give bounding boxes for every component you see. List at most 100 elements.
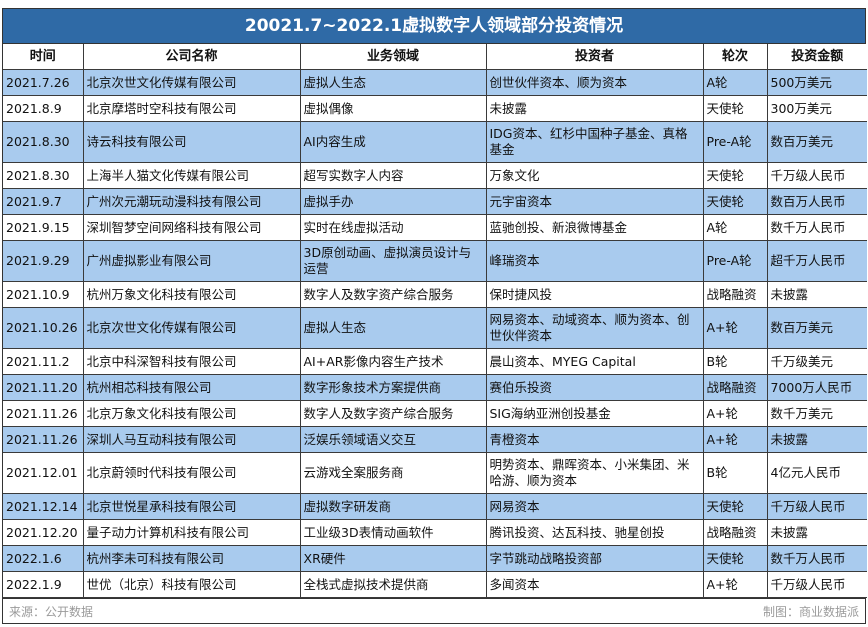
cell-company: 北京次世文化传媒有限公司 — [82, 69, 301, 96]
cell-investors: SIG海纳亚洲创投基金 — [485, 400, 704, 427]
cell-investors: 万象文化 — [485, 162, 704, 189]
credit-note: 制图：商业数据派 — [762, 604, 859, 619]
cell-company: 北京蔚领时代科技有限公司 — [82, 452, 301, 494]
cell-field: 云游戏全案服务商 — [299, 452, 487, 494]
table-row: 2021.11.26 北京万象文化科技有限公司 数字人及数字资产综合服务 SIG海纳亚… — [3, 400, 867, 427]
cell-round: B轮 — [702, 452, 768, 494]
table-row: 2021.10.26 北京次世文化传媒有限公司 虚拟人生态 网易资本、动域资本、顺为资… — [3, 307, 867, 349]
cell-date: 2021.10.26 — [3, 307, 84, 349]
cell-amount: 超千万人民币 — [766, 240, 867, 282]
cell-amount: 千万级人民币 — [766, 493, 867, 520]
cell-investors: 字节跳动战略投资部 — [485, 545, 704, 572]
cell-round: B轮 — [702, 348, 768, 375]
cell-round: 天使轮 — [702, 188, 768, 215]
cell-company: 杭州相芯科技有限公司 — [82, 374, 301, 401]
cell-amount: 数百万美元 — [766, 307, 867, 349]
table-row: 2021.11.20 杭州相芯科技有限公司 数字形象技术方案提供商 赛伯乐投资 战略融资… — [3, 374, 867, 401]
table-row: 2021.9.29 广州虚拟影业有限公司 3D原创动画、虚拟演员设计与运营 峰瑞资本 P… — [3, 240, 867, 282]
cell-date: 2022.1.9 — [3, 571, 84, 598]
investment-table: 时间 公司名称 业务领域 投资者 轮次 投资金额 2021.7.26 北京次世文化… — [3, 44, 867, 598]
cell-date: 2021.12.14 — [3, 493, 84, 520]
cell-field: 虚拟人生态 — [299, 307, 487, 349]
cell-investors: 多闻资本 — [485, 571, 704, 598]
cell-field: 3D原创动画、虚拟演员设计与运营 — [299, 240, 487, 282]
cell-amount: 数千万人民币 — [766, 214, 867, 241]
cell-amount: 未披露 — [766, 519, 867, 546]
cell-investors: 赛伯乐投资 — [485, 374, 704, 401]
header-investors: 投资者 — [485, 44, 704, 70]
cell-investors: 网易资本、动域资本、顺为资本、创世伙伴资本 — [485, 307, 704, 349]
header-round: 轮次 — [702, 44, 768, 70]
cell-company: 杭州万象文化科技有限公司 — [82, 281, 301, 308]
cell-round: 战略融资 — [702, 281, 768, 308]
cell-company: 上海半人猫文化传媒有限公司 — [82, 162, 301, 189]
cell-field: 泛娱乐领域语义交互 — [299, 426, 487, 453]
cell-company: 深圳智梦空间网络科技有限公司 — [82, 214, 301, 241]
cell-round: 战略融资 — [702, 519, 768, 546]
cell-investors: 网易资本 — [485, 493, 704, 520]
cell-date: 2021.7.26 — [3, 69, 84, 96]
cell-field: 全栈式虚拟技术提供商 — [299, 571, 487, 598]
cell-round: 战略融资 — [702, 374, 768, 401]
header-date: 时间 — [3, 44, 84, 70]
cell-round: 天使轮 — [702, 493, 768, 520]
cell-field: 虚拟人生态 — [299, 69, 487, 96]
cell-round: A+轮 — [702, 426, 768, 453]
source-note: 来源：公开数据 — [9, 604, 94, 619]
investment-table-figure: 20021.7~2022.1虚拟数字人领域部分投资情况 时间 公司名称 业务领域… — [2, 8, 867, 624]
cell-round: 天使轮 — [702, 545, 768, 572]
cell-date: 2021.10.9 — [3, 281, 84, 308]
table-row: 2021.12.14 北京世悦星承科技有限公司 虚拟数字研发商 网易资本 天使轮 千万级人… — [3, 493, 867, 520]
cell-field: AI内容生成 — [299, 121, 487, 163]
cell-amount: 数百万美元 — [766, 121, 867, 163]
cell-investors: 明势资本、鼎晖资本、小米集团、米哈游、顺为资本 — [485, 452, 704, 494]
cell-date: 2022.1.6 — [3, 545, 84, 572]
cell-company: 量子动力计算机科技有限公司 — [82, 519, 301, 546]
cell-field: 数字人及数字资产综合服务 — [299, 400, 487, 427]
cell-investors: 保时捷风投 — [485, 281, 704, 308]
cell-amount: 千万级人民币 — [766, 571, 867, 598]
cell-amount: 500万美元 — [766, 69, 867, 96]
cell-date: 2021.9.7 — [3, 188, 84, 215]
cell-round: A轮 — [702, 214, 768, 241]
cell-investors: 腾讯投资、达瓦科技、驰星创投 — [485, 519, 704, 546]
cell-company: 深圳人马互动科技有限公司 — [82, 426, 301, 453]
cell-company: 广州虚拟影业有限公司 — [82, 240, 301, 282]
cell-amount: 数千万人民币 — [766, 545, 867, 572]
cell-company: 北京世悦星承科技有限公司 — [82, 493, 301, 520]
table-row: 2021.11.2 北京中科深智科技有限公司 AI+AR影像内容生产技术 晨山资本、M… — [3, 348, 867, 375]
cell-company: 北京中科深智科技有限公司 — [82, 348, 301, 375]
header-amount: 投资金额 — [766, 44, 867, 70]
cell-date: 2021.11.26 — [3, 426, 84, 453]
cell-investors: 蓝驰创投、新浪微博基金 — [485, 214, 704, 241]
cell-amount: 4亿元人民币 — [766, 452, 867, 494]
cell-date: 2021.8.9 — [3, 95, 84, 122]
cell-amount: 千万级人民币 — [766, 162, 867, 189]
cell-field: 虚拟数字研发商 — [299, 493, 487, 520]
cell-date: 2021.11.26 — [3, 400, 84, 427]
cell-round: 天使轮 — [702, 162, 768, 189]
cell-field: 数字形象技术方案提供商 — [299, 374, 487, 401]
cell-date: 2021.12.01 — [3, 452, 84, 494]
cell-investors: 峰瑞资本 — [485, 240, 704, 282]
cell-company: 世优（北京）科技有限公司 — [82, 571, 301, 598]
cell-round: A+轮 — [702, 400, 768, 427]
cell-investors: 元宇宙资本 — [485, 188, 704, 215]
table-row: 2021.9.15 深圳智梦空间网络科技有限公司 实时在线虚拟活动 蓝驰创投、新浪微博… — [3, 214, 867, 241]
cell-amount: 未披露 — [766, 426, 867, 453]
cell-amount: 千万级美元 — [766, 348, 867, 375]
cell-date: 2021.11.20 — [3, 374, 84, 401]
header-row: 时间 公司名称 业务领域 投资者 轮次 投资金额 — [3, 44, 867, 70]
cell-investors: 晨山资本、MYEG Capital — [485, 348, 704, 375]
table-row: 2022.1.6 杭州李未可科技有限公司 XR硬件 字节跳动战略投资部 天使轮 数千万人民… — [3, 545, 867, 572]
cell-field: 超写实数字人内容 — [299, 162, 487, 189]
cell-date: 2021.8.30 — [3, 121, 84, 163]
cell-company: 杭州李未可科技有限公司 — [82, 545, 301, 572]
header-field: 业务领域 — [299, 44, 487, 70]
cell-round: A+轮 — [702, 307, 768, 349]
table-row: 2021.8.9 北京摩塔时空科技有限公司 虚拟偶像 未披露 天使轮 300万美元 — [3, 95, 867, 122]
table-row: 2021.12.01 北京蔚领时代科技有限公司 云游戏全案服务商 明势资本、鼎晖资本、… — [3, 452, 867, 494]
table-row: 2021.12.20 量子动力计算机科技有限公司 工业级3D表情动画软件 腾讯投资、达… — [3, 519, 867, 546]
cell-field: 数字人及数字资产综合服务 — [299, 281, 487, 308]
table-row: 2021.11.26 深圳人马互动科技有限公司 泛娱乐领域语义交互 青橙资本 A+轮 未披… — [3, 426, 867, 453]
